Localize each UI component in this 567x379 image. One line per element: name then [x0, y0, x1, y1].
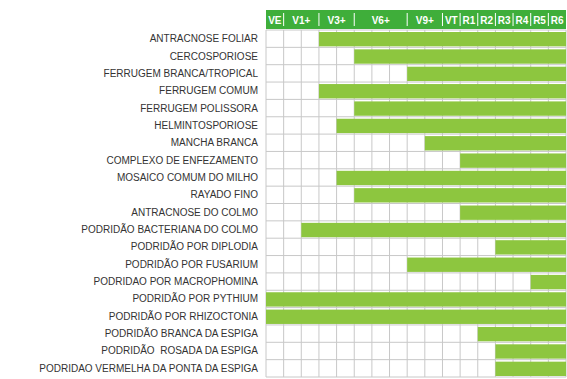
grid-line-h [266, 30, 566, 31]
category-label: HELMINTOSPORIOSE [154, 120, 258, 131]
stage-bar [319, 32, 566, 46]
grid-line-h [266, 151, 566, 152]
stage-divider [477, 13, 478, 26]
stage-label: VE [268, 15, 282, 26]
stage-label: R3 [498, 15, 511, 26]
stage-bar [266, 310, 566, 324]
category-label: PODRIDÃO POR FUSARIUM [125, 258, 258, 270]
grid-line-h [266, 64, 566, 65]
grid-line-h [266, 47, 566, 48]
stage-label: R5 [533, 15, 546, 26]
category-label: RAYADO FINO [191, 189, 259, 200]
grid-line-h [266, 307, 566, 308]
stage-label: VT [445, 15, 458, 26]
stage-divider [442, 13, 443, 26]
stage-divider [495, 13, 496, 26]
stage-divider [318, 13, 319, 26]
chart-container: VE V1+ V3+ V6+ V9+ VT R1 R2 R3 R4 R5 R6 ANTRACNOSE F… [0, 0, 567, 379]
stage-bar [337, 119, 566, 133]
stage-bar [495, 362, 566, 376]
stage-bar [337, 171, 566, 185]
stage-header: VE V1+ V3+ V6+ V9+ VT R1 R2 R3 R4 R5 R6 [266, 10, 566, 29]
stage-divider [530, 13, 531, 26]
stage-label: V3+ [328, 15, 346, 26]
category-label: PODRIDÃO BRANCA DA ESPIGA [105, 327, 259, 339]
stage-bar [354, 188, 566, 202]
category-label: ANTRACNOSE DO COLMO [131, 207, 258, 218]
stage-bar [460, 206, 566, 220]
stage-bar [531, 275, 566, 289]
stage-bar [407, 67, 566, 81]
stage-bar [478, 327, 566, 341]
stage-label: R1 [463, 15, 476, 26]
stage-bar [319, 84, 566, 98]
grid-line-h [266, 220, 566, 221]
stage-label: V1+ [292, 15, 310, 26]
stage-label: V6+ [372, 15, 390, 26]
stage-divider [548, 13, 549, 26]
grid-line-h [266, 359, 566, 360]
chart-svg: VE V1+ V3+ V6+ V9+ VT R1 R2 R3 R4 R5 R6 ANTRACNOSE F… [0, 0, 567, 379]
grid-line-h [266, 116, 566, 117]
category-label: PODRIDAO VERMELHA DA PONTA DA ESPIGA [39, 363, 258, 374]
category-label: FERRUGEM BRANCA/TROPICAL [104, 68, 259, 79]
stage-bar [266, 292, 566, 306]
category-label: PODRIDÃO POR RHIZOCTONIA [109, 310, 259, 322]
category-label: CERCOSPORIOSE [170, 51, 259, 62]
category-label: MANCHA BRANCA [171, 137, 259, 148]
category-label: PODRIDÃO BACTERIANA DO COLMO [81, 223, 258, 235]
grid [266, 30, 566, 377]
stage-divider [513, 13, 514, 26]
stage-bar [495, 344, 566, 358]
category-label: COMPLEXO DE ENFEZAMENTO [106, 155, 258, 166]
category-label: MOSAICO COMUM DO MILHO [117, 172, 258, 183]
stage-bar [301, 223, 566, 237]
grid-line-h [266, 377, 566, 378]
stage-label: R2 [480, 15, 493, 26]
stage-label: V9+ [416, 15, 434, 26]
grid-line-h [266, 168, 566, 169]
category-label: FERRUGEM COMUM [159, 85, 258, 96]
grid-line-h [266, 99, 566, 100]
stage-bar [460, 153, 566, 167]
category-label: ANTRACNOSE FOLIAR [150, 33, 258, 44]
grid-line-h [266, 324, 566, 325]
stage-bar [354, 101, 566, 115]
grid-line-h [266, 82, 566, 83]
header-band [266, 10, 566, 29]
stage-bar [495, 240, 566, 254]
grid-line-h [266, 272, 566, 273]
stage-divider [283, 13, 284, 26]
category-label: FERRUGEM POLISSORA [140, 103, 258, 114]
grid-line-h [266, 255, 566, 256]
grid-line-h [266, 290, 566, 291]
grid-line-h [266, 186, 566, 187]
grid-line-h [266, 203, 566, 204]
category-label: PODRIDÃO ROSADA DA ESPIGA [101, 344, 258, 356]
category-label: PODRIDÃO POR DIPLODIA [131, 240, 259, 252]
stage-divider [460, 13, 461, 26]
category-label: PODRIDÃO POR PYTHIUM [132, 292, 258, 304]
category-labels: ANTRACNOSE FOLIAR CERCOSPORIOSE FERRUGEM B… [39, 33, 258, 374]
stage-bar [407, 258, 566, 272]
stage-label: R4 [515, 15, 528, 26]
stage-bar [354, 49, 566, 63]
grid-line-h [266, 342, 566, 343]
bars [266, 32, 566, 376]
grid-line-h [266, 238, 566, 239]
stage-divider [354, 13, 355, 26]
stage-divider [407, 13, 408, 26]
stage-bar [425, 136, 566, 150]
grid-line-h [266, 134, 566, 135]
category-label: PODRIDAO POR MACROPHOMINA [94, 276, 259, 287]
stage-label: R6 [551, 15, 564, 26]
